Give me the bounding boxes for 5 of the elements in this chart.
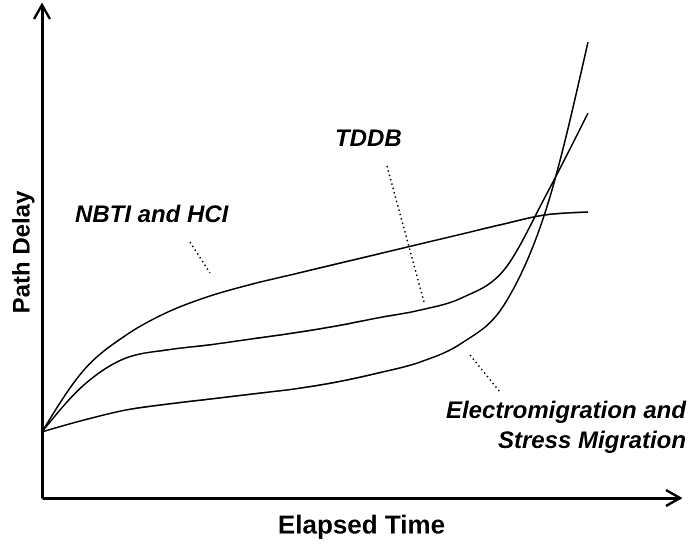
annotation: Electromigration and Stress Migration	[446, 397, 688, 454]
y-axis-title: Path Delay	[8, 190, 36, 314]
annotation: NBTI and HCI	[75, 201, 230, 228]
annotation: TDDB	[335, 125, 402, 152]
x-axis-title: Elapsed Time	[278, 510, 446, 540]
